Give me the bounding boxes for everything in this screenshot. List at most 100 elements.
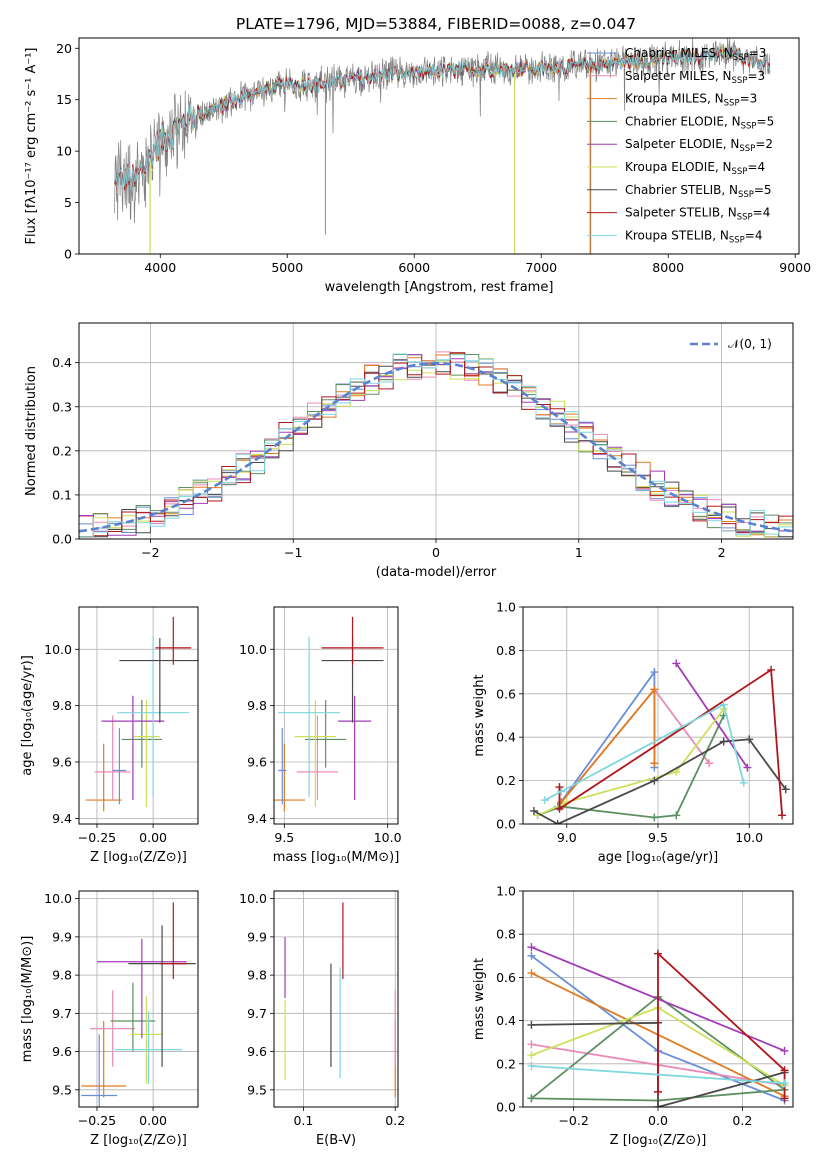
weight-line <box>531 1065 785 1085</box>
x-tick-label: 0.2 <box>732 1113 752 1128</box>
weight-marker <box>780 1094 789 1103</box>
plot-area <box>274 891 398 1107</box>
legend-entry: Chabrier STELIB, NSSP=5 <box>625 183 772 200</box>
y-tick-label: 9.8 <box>247 698 267 713</box>
y-tick-label: 0.1 <box>52 487 72 502</box>
x-axis-label: wavelength [Angstrom, rest frame] <box>325 280 554 295</box>
weight-marker <box>650 776 659 785</box>
x-tick-label: 10.0 <box>735 830 763 845</box>
axes-frame <box>273 606 399 825</box>
plot-area <box>79 607 198 824</box>
y-tick-label: 10.0 <box>44 891 72 906</box>
errorbar-point <box>296 715 339 801</box>
legend-entry: Salpeter MILES, NSSP=3 <box>625 69 765 86</box>
errorbar-point <box>94 715 131 801</box>
axes-frame <box>78 606 199 825</box>
legend-entry: Kroupa STELIB, NSSP=4 <box>625 228 763 245</box>
weight-marker <box>527 969 536 978</box>
x-tick-label: 4000 <box>144 260 176 275</box>
y-tick-label: 20 <box>56 41 72 56</box>
x-tick-label: −2 <box>141 545 159 560</box>
figure-title: PLATE=1796, MJD=53884, FIBERID=0088, z=0… <box>236 15 636 33</box>
chart-residuals: −2 −1 0 1 2 0.0 0.1 0.2 0.3 0.4 (data-model)/error… <box>24 322 794 580</box>
y-tick-label: 0.4 <box>52 355 72 370</box>
weight-marker <box>654 1103 662 1107</box>
errorbar-point <box>114 1011 183 1085</box>
weight-marker <box>654 949 662 958</box>
weight-line <box>560 686 656 803</box>
weight-line <box>558 668 783 816</box>
y-tick-label: 15 <box>56 92 72 107</box>
errorbar-point <box>90 990 136 1067</box>
errorbar-point <box>85 743 122 812</box>
y-tick-label: 0.2 <box>496 1056 516 1071</box>
y-tick-label: 10.0 <box>239 891 267 906</box>
weight-marker <box>672 659 681 668</box>
y-tick-label: 9.9 <box>247 929 267 944</box>
y-tick-label: 9.6 <box>247 1044 267 1059</box>
legend: Chabrier MILES, NSSP=3 Salpeter MILES, NS… <box>587 46 774 245</box>
chart-weight_vs_Z: −0.2 0.0 0.2 0.0 0.2 0.4 0.6 0.8 1.0 Z [log₁₀(Z/Z… <box>472 884 794 1148</box>
x-axis-label: mass [log₁₀(M/M⊙)] <box>273 850 400 865</box>
x-tick-label: 2 <box>718 545 726 560</box>
x-tick-label: 9000 <box>779 260 811 275</box>
chart-age_vs_mass: 9.5 10.0 9.4 9.6 9.8 10.0 mass [log₁₀(M/M⊙)] <box>239 606 402 865</box>
weight-marker <box>540 796 549 805</box>
y-axis-label: Flux [fλ10⁻¹⁷ erg cm⁻² s⁻¹ A⁻¹] <box>24 48 39 245</box>
y-tick-label: 0.2 <box>52 443 72 458</box>
x-tick-label: 5000 <box>271 260 303 275</box>
weight-marker <box>654 1087 662 1096</box>
chart-spectrum: 4000 5000 6000 7000 8000 9000 0 5 10 15 20 waveleng… <box>24 37 811 295</box>
gaussian-curve <box>79 361 793 533</box>
weight-marker <box>781 785 790 794</box>
y-tick-label: 0.0 <box>52 532 72 547</box>
errorbar-point <box>130 996 163 1085</box>
y-tick-label: 9.5 <box>52 1082 72 1097</box>
x-tick-label: 6000 <box>398 260 430 275</box>
x-tick-label: 0.00 <box>139 1113 167 1128</box>
y-tick-label: 0 <box>64 247 72 262</box>
y-tick-label: 0.0 <box>496 817 516 832</box>
errorbar-point <box>112 728 127 805</box>
weight-marker <box>705 759 714 768</box>
chart-age_vs_Z: −0.25 0.00 9.4 9.6 9.8 10.0 Z [log₁₀(Z/Z⊙)] age… <box>20 606 199 865</box>
x-tick-label: −0.2 <box>558 1113 588 1128</box>
model-spectrum-line <box>114 46 771 194</box>
weight-marker <box>719 737 728 746</box>
y-tick-label: 10.0 <box>44 642 72 657</box>
residual-histogram <box>79 352 793 538</box>
y-tick-label: 1.0 <box>496 600 516 615</box>
weight-marker <box>555 804 564 813</box>
y-tick-label: 0.6 <box>496 686 516 701</box>
weight-line <box>537 708 725 817</box>
errorbar-point <box>81 1034 118 1107</box>
errorbar-point <box>119 638 198 723</box>
axes-frame <box>78 37 800 255</box>
weight-marker <box>743 763 752 772</box>
errorbar-point <box>321 616 384 665</box>
x-tick-label: 0.1 <box>293 1113 313 1128</box>
weight-marker <box>739 778 748 787</box>
x-axis-label: E(B-V) <box>316 1133 356 1148</box>
errorbar-point <box>274 743 305 812</box>
weight-marker <box>527 1061 536 1070</box>
y-tick-label: 0.6 <box>496 970 516 985</box>
x-tick-label: 9.5 <box>274 830 294 845</box>
weight-marker <box>557 787 566 796</box>
chart-weight_vs_age: 9.0 9.5 10.0 0.0 0.2 0.4 0.6 0.8 1.0 age [log₁₀(a… <box>472 600 794 865</box>
chart-mass_vs_Z: −0.25 0.00 9.5 9.6 9.7 9.8 9.9 10.0 Z [log₁₀(Z/Z… <box>20 890 199 1148</box>
y-axis-label: mass [log₁₀(M/M⊙)] <box>20 936 35 1063</box>
x-axis-label: Z [log₁₀(Z/Z⊙)] <box>90 1133 187 1148</box>
weight-marker <box>650 668 659 677</box>
y-tick-label: 0.4 <box>496 730 516 745</box>
weight-marker <box>527 1094 536 1103</box>
x-tick-label: 0.2 <box>385 1113 405 1128</box>
y-tick-label: 9.8 <box>52 968 72 983</box>
weight-marker <box>527 943 536 952</box>
legend-entry: Kroupa MILES, NSSP=3 <box>625 92 757 109</box>
y-tick-label: 0.2 <box>496 773 516 788</box>
x-tick-label: −1 <box>284 545 302 560</box>
y-tick-label: 0.3 <box>52 399 72 414</box>
x-axis-label: Z [log₁₀(Z/Z⊙)] <box>610 1133 707 1148</box>
x-axis-label: (data-model)/error <box>376 565 497 580</box>
